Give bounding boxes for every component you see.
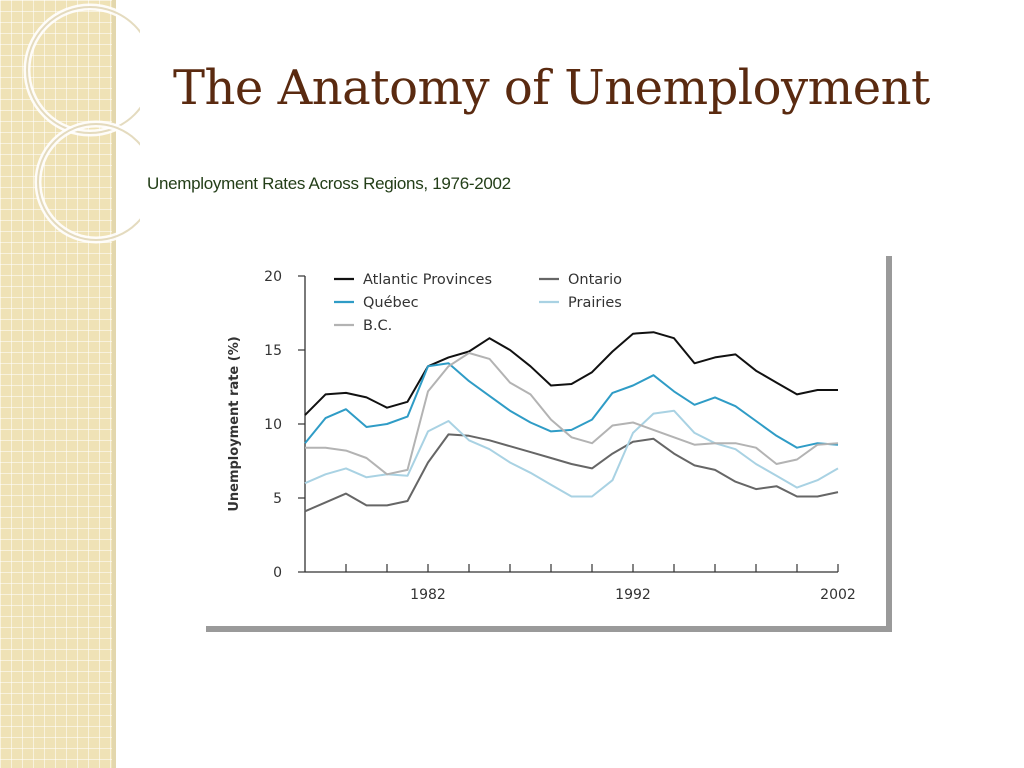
series-line-b-c- — [305, 352, 839, 476]
legend-label: B.C. — [363, 318, 392, 334]
x-tick-label: 1982 — [410, 587, 446, 603]
y-tick-label: 5 — [273, 491, 282, 507]
y-axis-label: Unemployment rate (%) — [227, 336, 242, 511]
unemployment-line-chart: 0 5 10 15 20 1982 1992 2002 Unemployment rate (%… — [227, 269, 856, 603]
legend-label: Atlantic Provinces — [363, 272, 492, 288]
x-tick-label: 1992 — [615, 587, 651, 603]
y-tick-label: 15 — [264, 343, 282, 359]
series-line-atlantic-provinces — [304, 331, 838, 416]
y-tick-label: 20 — [264, 269, 282, 285]
slide-title: The Anatomy of Unemployment — [173, 60, 930, 116]
decorative-rings — [23, 3, 140, 244]
slide-subtitle: Unemployment Rates Across Regions, 1976-… — [147, 174, 511, 193]
sidebar-edge — [112, 0, 116, 768]
sidebar-pattern — [0, 0, 112, 768]
legend-label: Québec — [363, 295, 419, 311]
series-line-ontario — [304, 433, 839, 513]
series-line-qu-bec — [304, 362, 839, 449]
legend-label: Prairies — [568, 295, 622, 311]
legend-label: Ontario — [568, 272, 622, 288]
y-tick-label: 0 — [273, 565, 282, 581]
y-tick-label: 10 — [264, 417, 282, 433]
series-line-prairies — [304, 409, 839, 498]
chart-frame: 0 5 10 15 20 1982 1992 2002 Unemployment rate (%… — [206, 256, 892, 632]
x-tick-label: 2002 — [820, 587, 856, 603]
